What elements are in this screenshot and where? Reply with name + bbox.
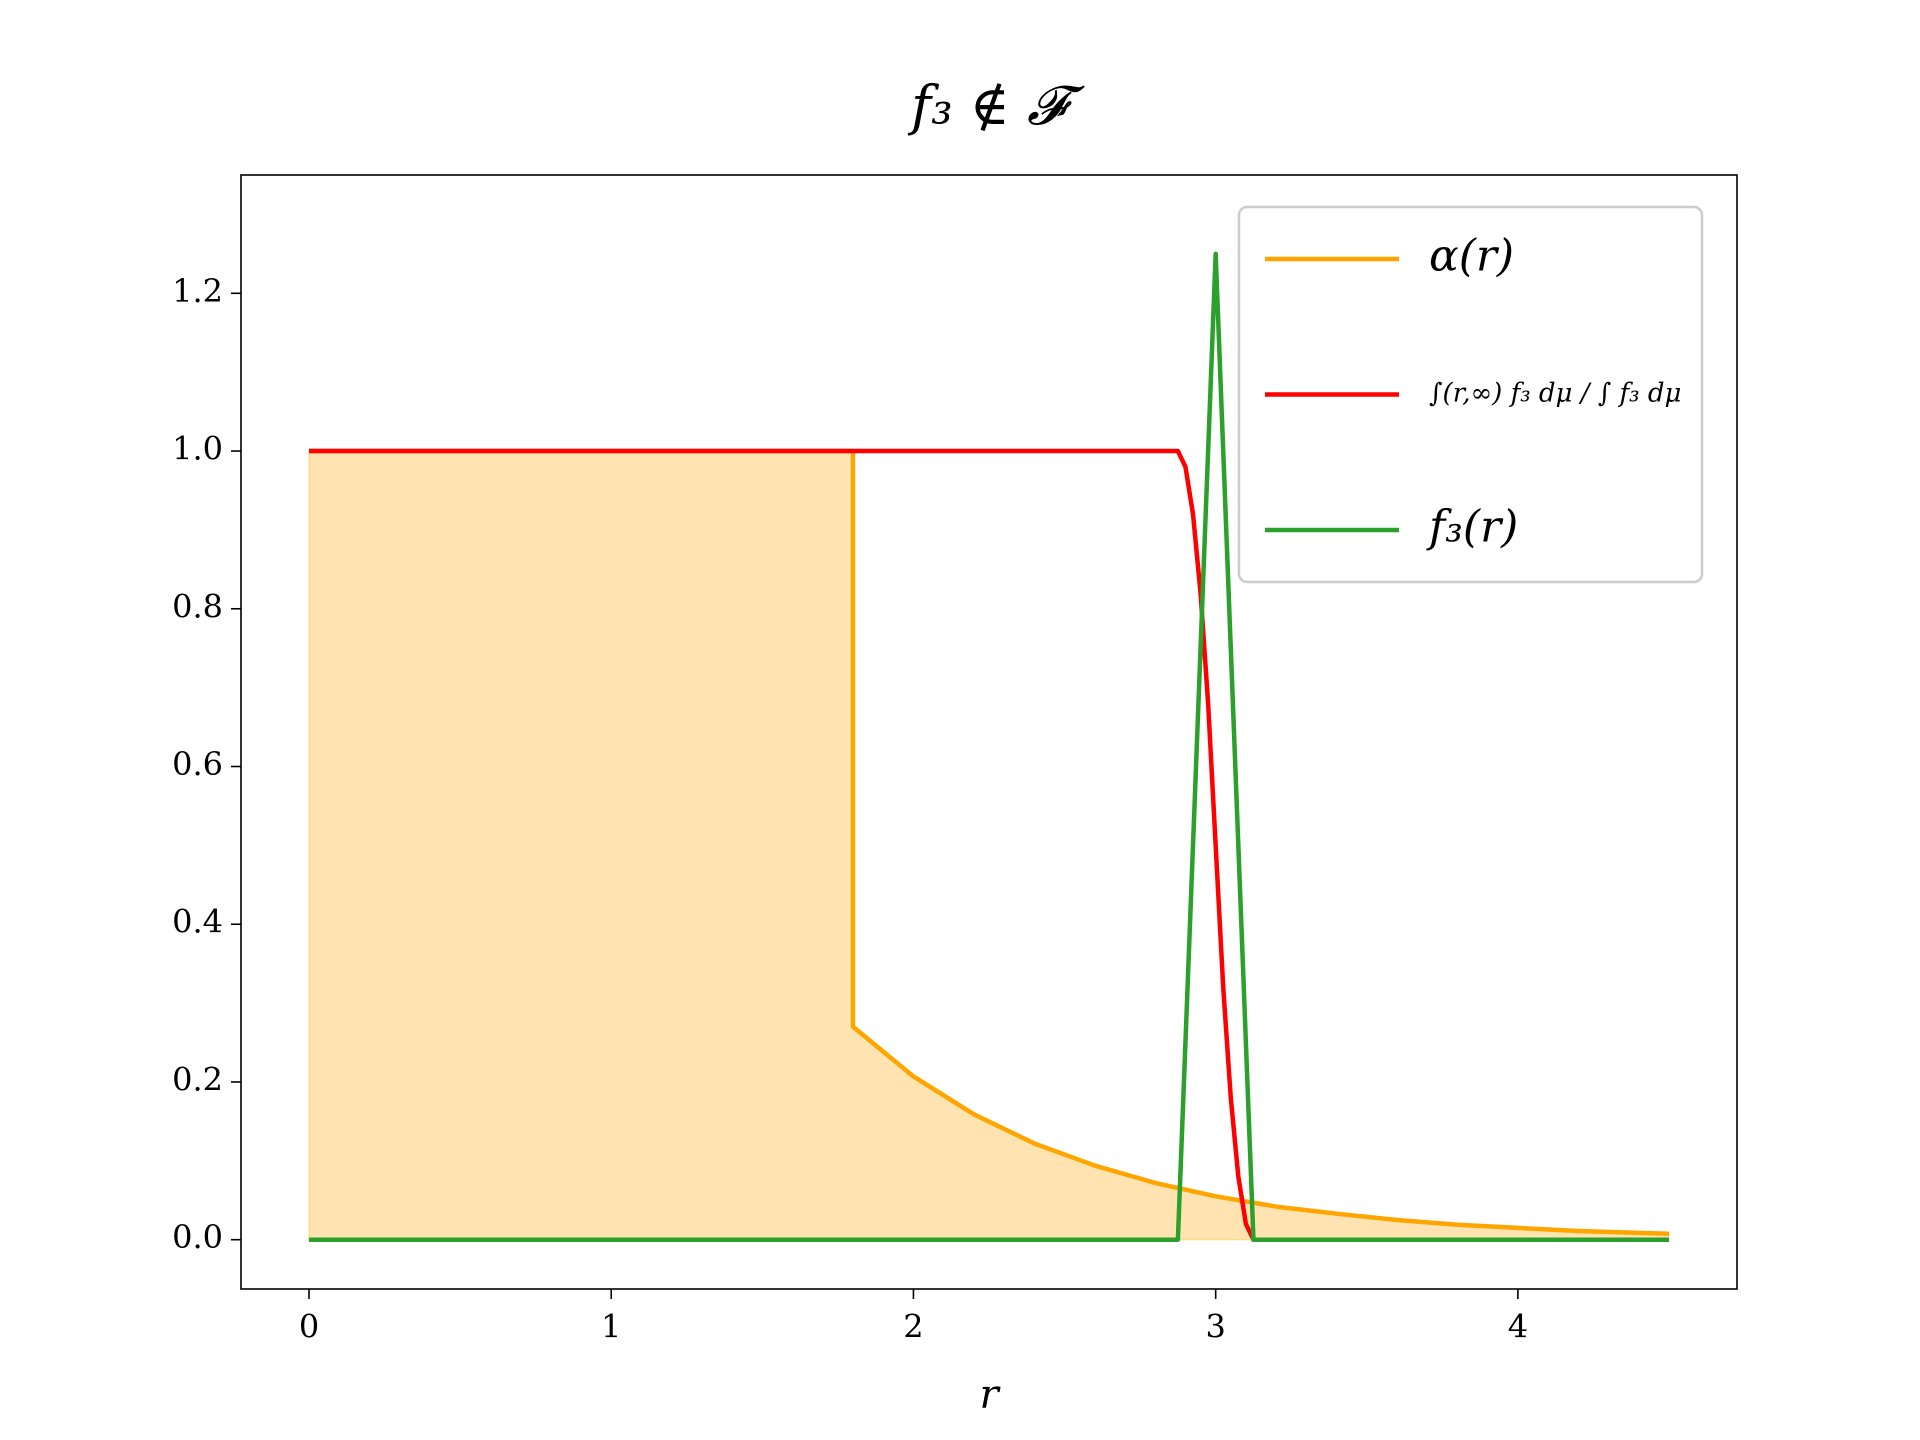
y-tick-label: 0.8: [172, 587, 223, 625]
x-axis-label: r: [979, 1372, 1001, 1418]
series-line: [309, 448, 1669, 1242]
legend-label: α(r): [1429, 231, 1514, 282]
y-tick-label: 1.2: [172, 272, 223, 310]
y-tick-label: 0.2: [172, 1060, 223, 1098]
x-tick-label: 3: [1205, 1308, 1225, 1346]
legend-label: f₃(r): [1426, 502, 1518, 553]
series-line: [309, 251, 1669, 1242]
legend-box: [1237, 205, 1704, 584]
y-tick-label: 0.0: [172, 1218, 223, 1256]
x-tick-label: 2: [903, 1308, 923, 1346]
axes-frame: [240, 174, 1738, 1290]
y-tick-label: 0.4: [172, 903, 223, 941]
x-tick-label: 1: [601, 1308, 621, 1346]
legend-label: ∫(r,∞) f₃ dμ / ∫ f₃ dμ: [1429, 379, 1681, 409]
x-tick-label: 4: [1508, 1308, 1528, 1346]
y-tick-label: 1.0: [172, 430, 223, 468]
series-line: [309, 448, 1670, 1236]
y-tick-label: 0.6: [172, 745, 223, 783]
plot-area: [308, 251, 1670, 1242]
x-tick-label: 0: [299, 1308, 319, 1346]
chart-title: f₃ ∉ 𝓕: [907, 74, 1085, 137]
